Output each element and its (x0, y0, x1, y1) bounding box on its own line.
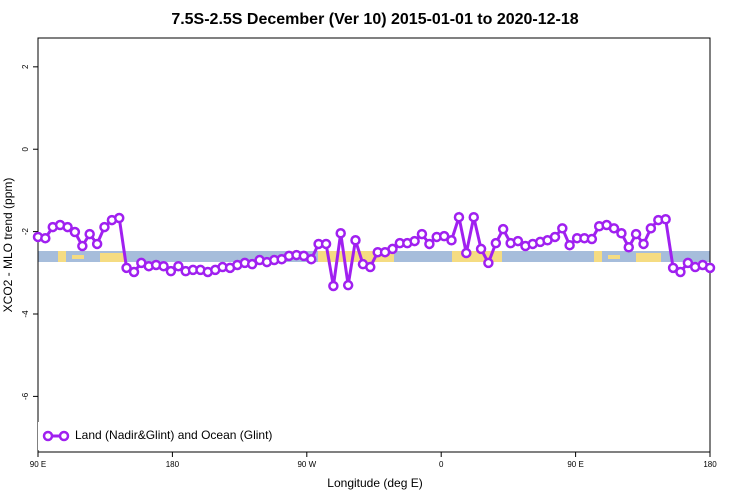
x-tick-label: 90 E (567, 460, 583, 469)
y-tick-label: -4 (21, 310, 30, 318)
x-tick-label: 180 (166, 460, 180, 469)
point (667, 262, 679, 274)
point (306, 253, 317, 265)
y-axis-label: XCO2 - MLO trend (ppm) (1, 178, 15, 313)
legend-marker (58, 430, 70, 442)
point (69, 226, 81, 238)
point (165, 265, 177, 277)
point (365, 261, 376, 273)
point (586, 233, 598, 245)
point (630, 228, 642, 240)
point (564, 239, 575, 251)
point (328, 280, 339, 292)
point (342, 279, 354, 291)
point (416, 228, 428, 240)
point (608, 223, 620, 234)
point (40, 232, 51, 244)
point (475, 243, 487, 255)
point (616, 228, 627, 239)
x-tick-label: 90 W (297, 460, 316, 469)
point (645, 223, 657, 234)
point (704, 262, 716, 274)
point (173, 260, 184, 272)
point (387, 243, 398, 255)
point (623, 242, 635, 253)
point (675, 266, 686, 278)
x-tick-label: 90 E (30, 460, 46, 469)
point (438, 230, 450, 242)
point (91, 238, 103, 250)
x-tick-label: 0 (439, 460, 444, 469)
point (320, 238, 332, 250)
legend-label: Land (Nadir&Glint) and Ocean (Glint) (75, 428, 272, 442)
point (660, 214, 671, 225)
point (158, 260, 169, 272)
point (490, 237, 502, 249)
point (549, 231, 561, 243)
legend-box (38, 422, 288, 450)
point (409, 235, 420, 247)
point (77, 240, 88, 252)
point (557, 223, 568, 234)
point (128, 266, 140, 278)
point (512, 235, 524, 247)
legend-marker (42, 430, 54, 442)
point (446, 235, 457, 246)
y-tick-label: -6 (21, 392, 30, 400)
point (453, 211, 465, 223)
point (638, 238, 649, 250)
point (121, 262, 132, 274)
point (682, 257, 694, 269)
x-axis-label: Longitude (deg E) (327, 476, 422, 490)
point (84, 228, 95, 240)
plot-frame (37, 37, 711, 453)
point (246, 258, 258, 270)
point (99, 221, 110, 233)
point (483, 257, 494, 269)
point (350, 235, 361, 246)
point (62, 221, 73, 233)
point (113, 212, 125, 224)
point (468, 211, 480, 223)
y-tick-label: 2 (21, 64, 30, 69)
point (461, 247, 472, 259)
chart-title: 7.5S-2.5S December (Ver 10) 2015-01-01 t… (171, 11, 578, 28)
x-tick-label: 180 (703, 460, 717, 469)
y-tick-label: -2 (21, 228, 30, 236)
point (497, 223, 509, 235)
point (335, 228, 346, 239)
point (424, 238, 435, 250)
y-tick-label: 0 (21, 146, 30, 151)
